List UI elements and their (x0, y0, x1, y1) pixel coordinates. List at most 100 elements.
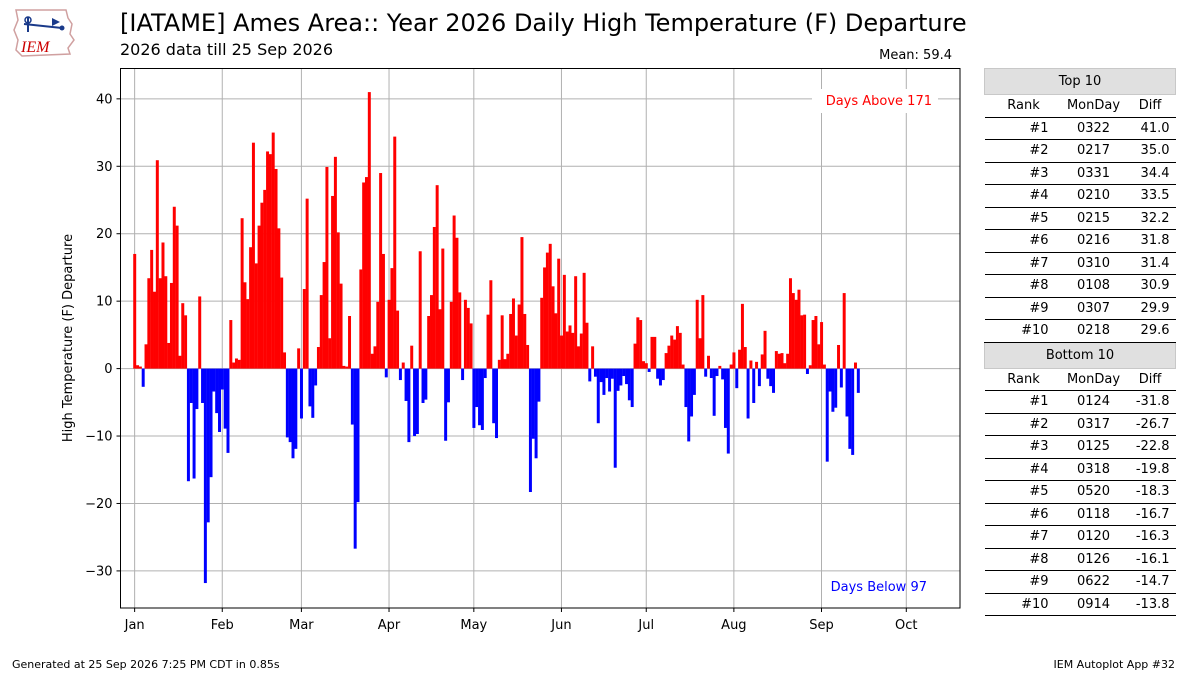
bar-day-177 (630, 368, 634, 408)
rank-cell: #8 (984, 548, 1063, 571)
bar-day-256 (854, 362, 857, 369)
bar-day-237 (800, 315, 804, 369)
bar-day-183 (647, 368, 651, 372)
bar-day-233 (788, 278, 792, 369)
bar-day-141 (528, 368, 532, 493)
bar-day-37 (234, 358, 238, 369)
bar-day-117 (461, 368, 465, 381)
rank-table: Top 10 Rank MonDay Diff #1 0322 41.0 #2 0217 35.0… (984, 68, 1176, 616)
bar-day-214 (735, 368, 739, 389)
column-header-monday: MonDay (1062, 94, 1125, 118)
y-tick-label: 0 (104, 362, 112, 377)
bar-day-221 (755, 361, 759, 369)
diff-cell: -16.1 (1124, 548, 1176, 571)
bar-day-112 (446, 368, 450, 403)
diff-cell: -31.8 (1124, 390, 1176, 414)
monday-cell: 0322 (1062, 117, 1125, 140)
y-tick-label: −10 (85, 430, 112, 445)
x-tick-label: Apr (378, 618, 401, 633)
rank-cell: #1 (984, 390, 1063, 414)
bar-day-18 (181, 303, 185, 369)
bar-day-231 (783, 363, 787, 369)
table-row: #3 0331 34.4 (984, 162, 1176, 185)
bar-day-104 (424, 368, 428, 400)
above-label-box (812, 89, 938, 113)
rank-cell: #5 (984, 207, 1063, 230)
bar-day-146 (543, 267, 547, 369)
x-tick-label: Aug (721, 618, 746, 633)
monday-cell: 0126 (1062, 548, 1125, 571)
bar-day-245 (822, 364, 826, 369)
bar-day-189 (664, 353, 668, 369)
diff-cell: -22.8 (1124, 435, 1176, 459)
bar-day-201 (698, 338, 702, 369)
bar-day-135 (511, 298, 515, 369)
bar-day-219 (749, 360, 753, 369)
bar-day-84 (367, 92, 371, 369)
bar-day-58 (294, 368, 298, 449)
diff-cell: -18.3 (1124, 480, 1176, 504)
bar-day-61 (302, 289, 306, 369)
diff-cell: -13.8 (1124, 593, 1176, 616)
table-row: #10 0218 29.6 (984, 319, 1176, 343)
bar-day-92 (390, 268, 394, 369)
bar-day-157 (574, 276, 578, 369)
bar-day-187 (658, 368, 662, 386)
bar-day-144 (537, 368, 541, 402)
bar-day-63 (308, 368, 312, 407)
bar-day-114 (452, 215, 456, 369)
bar-day-49 (268, 154, 272, 369)
bar-day-109 (438, 309, 442, 369)
rank-cell: #3 (984, 162, 1063, 185)
bar-day-45 (257, 225, 261, 369)
bar-day-68 (322, 262, 326, 369)
mean-label-box (866, 42, 958, 66)
bar-day-224 (763, 330, 767, 369)
bar-day-31 (218, 368, 221, 432)
bar-day-83 (365, 177, 368, 369)
monday-cell: 0310 (1062, 252, 1125, 275)
bar-day-96 (401, 362, 405, 369)
x-tick-label: Feb (211, 618, 234, 633)
bar-day-220 (752, 368, 756, 403)
table-row: #9 0307 29.9 (984, 297, 1176, 320)
bar-day-193 (675, 326, 679, 369)
bar-day-222 (757, 368, 761, 387)
bar-day-169 (608, 368, 612, 392)
bar-day-119 (466, 307, 470, 369)
bar-day-170 (610, 368, 614, 379)
bar-day-142 (531, 368, 535, 439)
bar-day-174 (622, 368, 626, 377)
bar-day-215 (738, 349, 742, 369)
bar-day-55 (285, 368, 289, 438)
bar-day-194 (678, 332, 682, 369)
bar-day-251 (839, 368, 843, 388)
table-row: #4 0210 33.5 (984, 184, 1176, 208)
bar-day-90 (384, 368, 388, 378)
bar-day-123 (478, 368, 482, 426)
bar-day-229 (777, 353, 781, 369)
diff-cell: -16.3 (1124, 525, 1176, 549)
bar-day-27 (206, 368, 210, 523)
x-tick-label: Jun (550, 618, 571, 633)
bar-day-66 (316, 347, 320, 369)
bar-day-23 (195, 368, 199, 410)
bar-day-29 (212, 368, 216, 392)
bar-day-185 (653, 336, 657, 369)
table-row: #4 0318 -19.8 (984, 458, 1176, 481)
monday-cell: 0520 (1062, 480, 1125, 504)
diff-cell: 35.0 (1124, 139, 1176, 163)
bar-day-118 (463, 299, 467, 369)
bar-day-111 (444, 368, 448, 441)
diff-cell: 29.9 (1124, 297, 1176, 320)
iem-logo: IEM (13, 9, 75, 57)
bar-day-89 (381, 253, 385, 369)
bar-day-44 (254, 263, 258, 369)
bar-day-105 (427, 316, 431, 369)
bar-day-176 (627, 368, 631, 401)
bar-day-106 (430, 295, 433, 369)
bar-day-6 (147, 278, 151, 369)
monday-cell: 0216 (1062, 229, 1125, 253)
bar-day-40 (243, 282, 247, 369)
bar-day-204 (707, 355, 710, 369)
